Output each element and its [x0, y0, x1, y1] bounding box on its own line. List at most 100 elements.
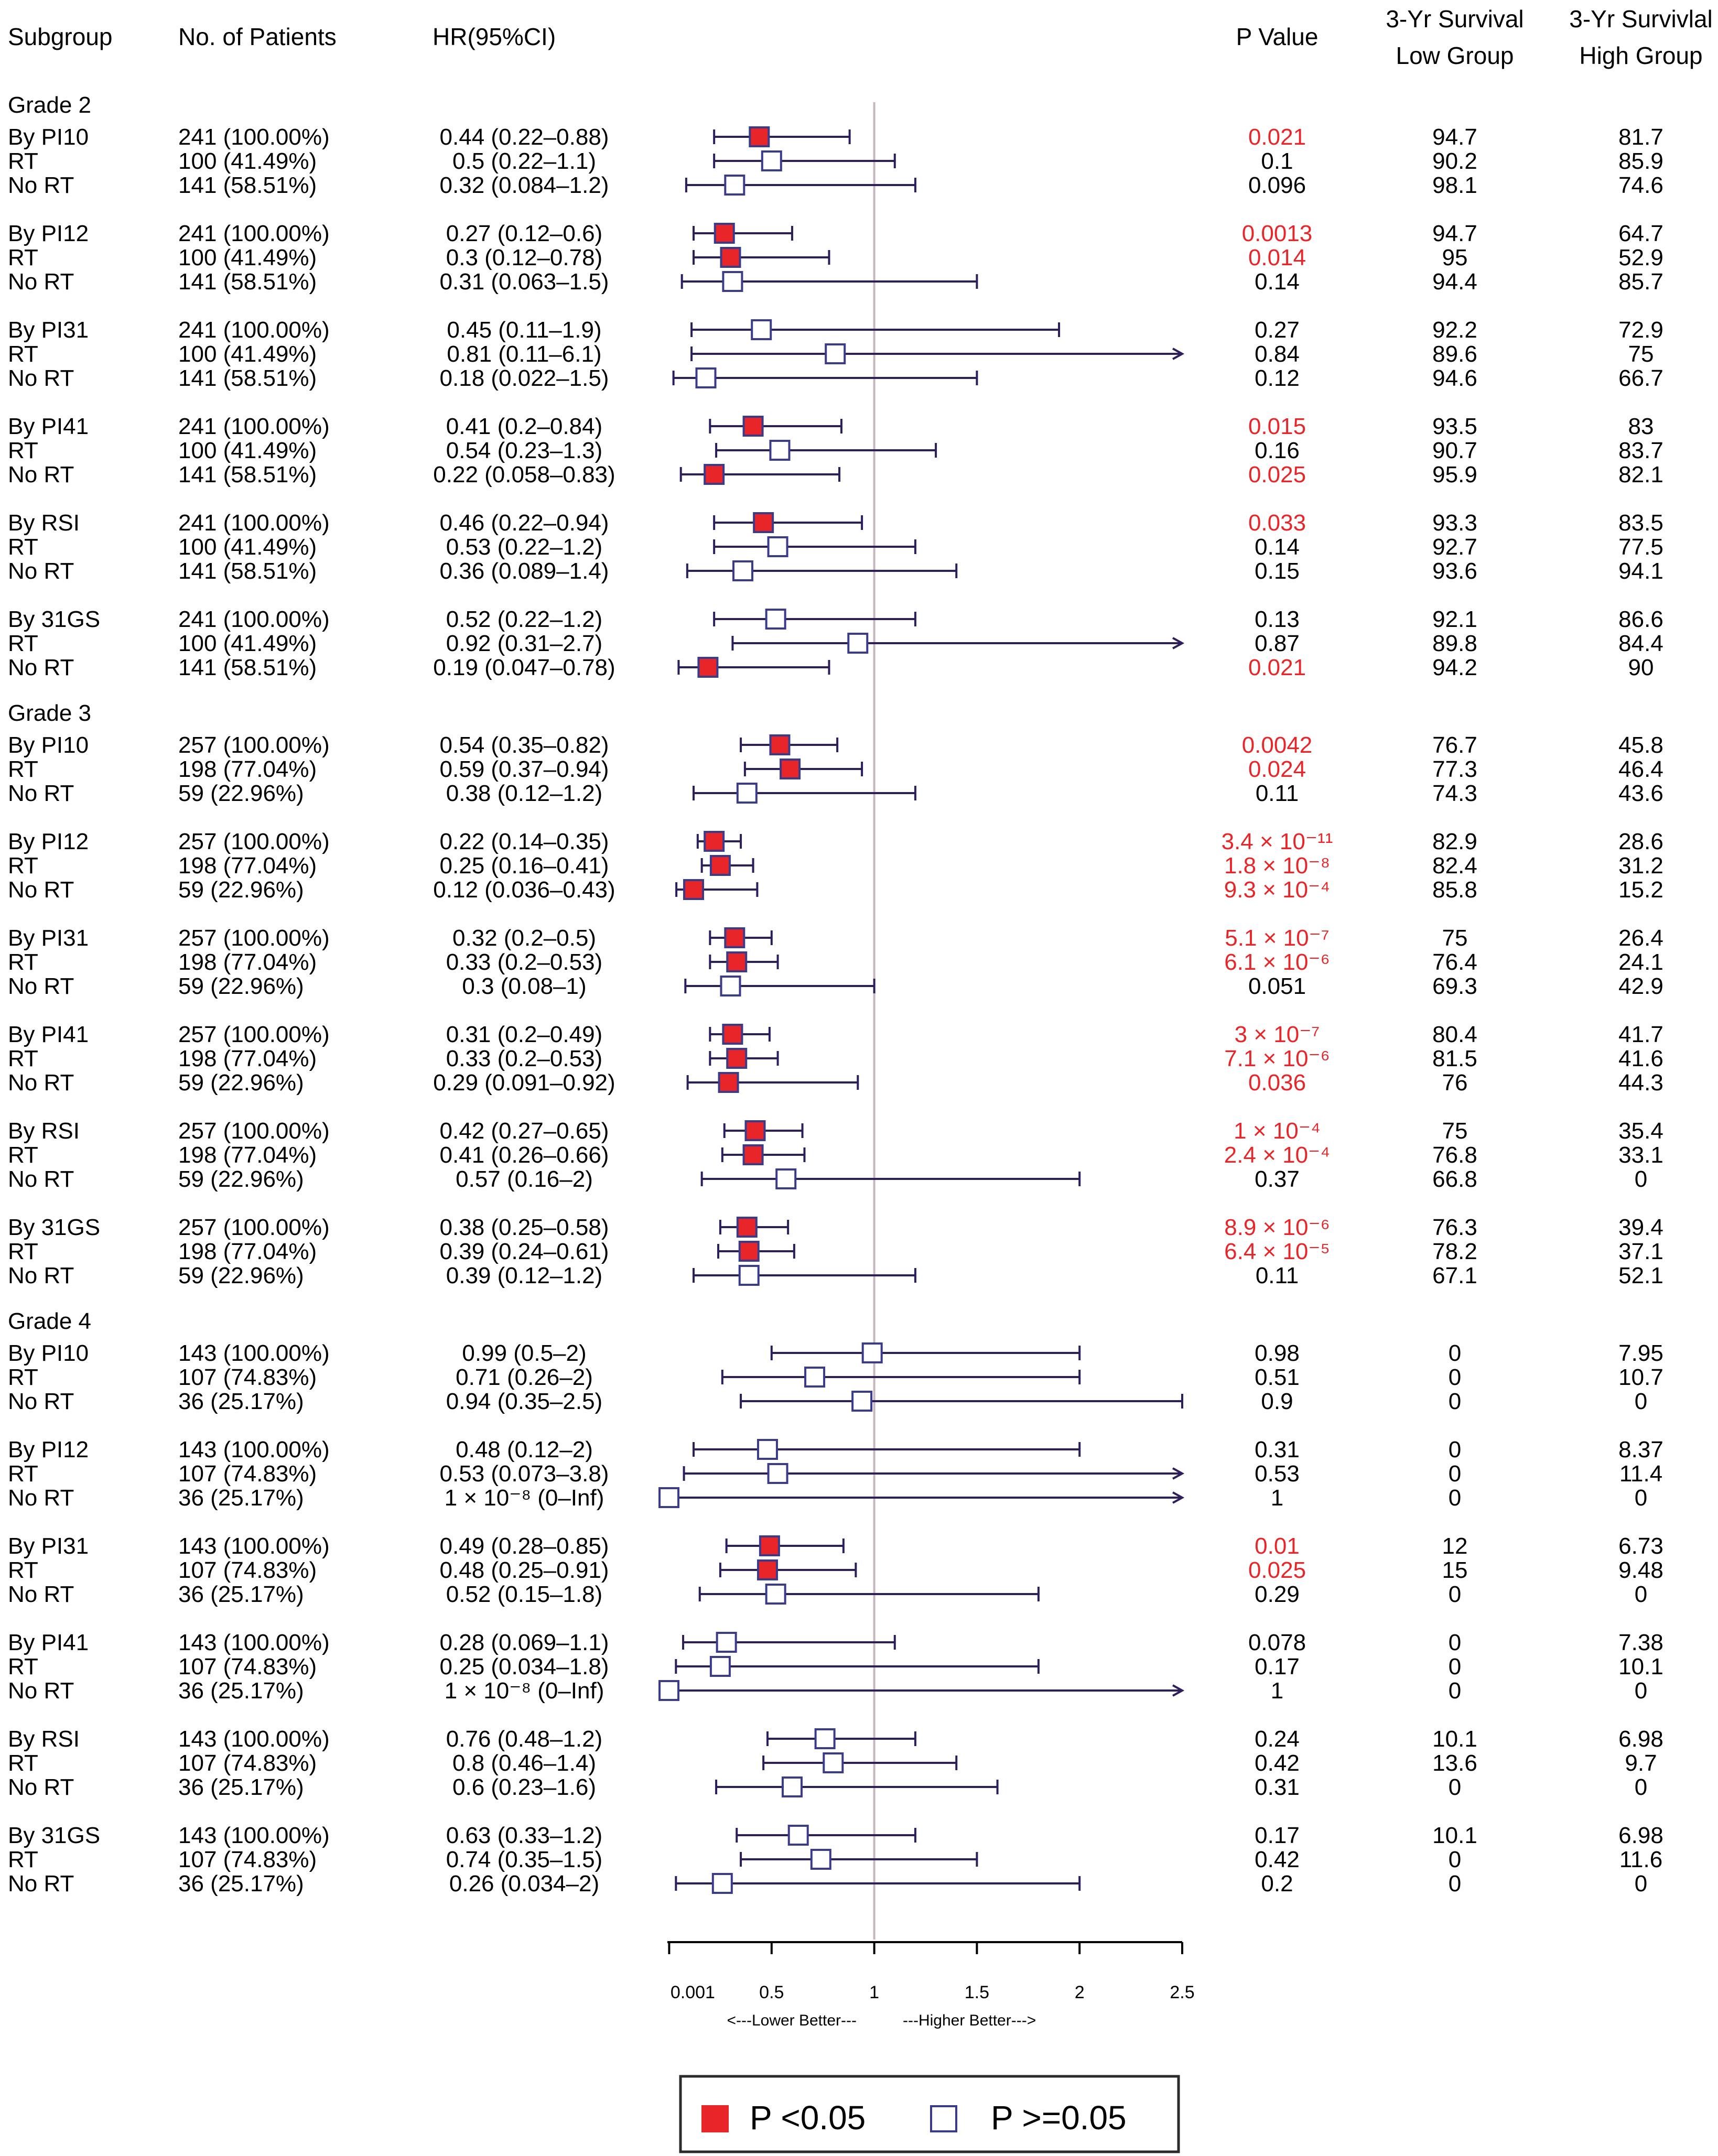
survival-high: 0	[1635, 1774, 1647, 1800]
survival-high: 84.4	[1618, 631, 1663, 656]
survival-high: 8.37	[1618, 1437, 1663, 1462]
legend-nonsignificant-label: P >=0.05	[991, 2099, 1127, 2137]
patient-count: 100 (41.49%)	[178, 148, 317, 174]
hr-ci-text: 0.36 (0.089–1.4)	[440, 558, 609, 584]
row-label: By PI12	[8, 829, 89, 854]
hr-ci-text: 0.28 (0.069–1.1)	[440, 1630, 609, 1655]
row-label: No RT	[8, 365, 74, 391]
p-value: 3 × 10⁻⁷	[1235, 1022, 1320, 1047]
patient-count: 198 (77.04%)	[178, 756, 317, 782]
patient-count: 257 (100.00%)	[178, 829, 330, 854]
row-label: RT	[8, 1461, 38, 1487]
header-low-line2: Low Group	[1396, 42, 1514, 69]
patient-count: 241 (100.00%)	[178, 124, 330, 150]
row-label: RT	[8, 1847, 38, 1872]
p-value: 0.0013	[1242, 221, 1313, 246]
hr-ci-text: 0.81 (0.11–6.1)	[447, 341, 601, 367]
p-value: 1 × 10⁻⁴	[1234, 1118, 1321, 1144]
survival-high: 46.4	[1618, 756, 1663, 782]
patient-count: 257 (100.00%)	[178, 732, 330, 758]
survival-high: 83	[1628, 414, 1654, 439]
row-label: No RT	[8, 558, 74, 584]
survival-low: 94.6	[1432, 365, 1477, 391]
axis-label-higher-better: ---Higher Better--->	[903, 2012, 1036, 2029]
hr-marker-significant	[742, 1144, 764, 1165]
survival-high: 6.98	[1618, 1823, 1663, 1848]
row-label: RT	[8, 438, 38, 463]
row-label: By PI12	[8, 1437, 89, 1462]
hr-ci-text: 0.38 (0.25–0.58)	[440, 1215, 609, 1240]
p-value: 0.11	[1256, 1263, 1299, 1288]
survival-low: 69.3	[1432, 973, 1477, 999]
group-title: Grade 2	[8, 92, 91, 118]
survival-high: 28.6	[1618, 829, 1663, 854]
patient-count: 143 (100.00%)	[178, 1630, 330, 1655]
p-value: 0.024	[1248, 756, 1306, 782]
legend-significant-label: P <0.05	[750, 2099, 866, 2137]
row-label: RT	[8, 148, 38, 174]
p-value: 0.036	[1248, 1070, 1306, 1096]
survival-high: 0	[1635, 1581, 1647, 1607]
hr-ci-text: 0.12 (0.036–0.43)	[433, 877, 615, 903]
legend-nonsignificant-marker	[930, 2105, 957, 2132]
p-value: 0.98	[1255, 1340, 1300, 1366]
hr-ci-text: 0.52 (0.15–1.8)	[446, 1581, 602, 1607]
row-label: RT	[8, 1654, 38, 1680]
hr-marker-nonsignificant	[787, 1825, 809, 1846]
patient-count: 241 (100.00%)	[178, 221, 330, 246]
hr-ci-text: 0.53 (0.22–1.2)	[446, 534, 602, 560]
row-label: By PI10	[8, 732, 89, 758]
patient-count: 107 (74.83%)	[178, 1750, 317, 1776]
patient-count: 100 (41.49%)	[178, 341, 317, 367]
survival-low: 90.7	[1432, 438, 1477, 463]
p-value: 0.2	[1261, 1871, 1293, 1897]
survival-low: 82.4	[1432, 853, 1477, 879]
survival-high: 52.9	[1618, 245, 1663, 270]
hr-marker-significant	[722, 1024, 743, 1045]
patient-count: 198 (77.04%)	[178, 1239, 317, 1264]
survival-high: 41.6	[1618, 1046, 1663, 1071]
ci-arrow	[1172, 637, 1185, 649]
hr-marker-nonsignificant	[738, 1265, 760, 1286]
p-value: 2.4 × 10⁻⁴	[1224, 1142, 1330, 1168]
survival-low: 0	[1449, 1630, 1461, 1655]
hr-marker-significant	[736, 1217, 758, 1238]
header-patients: No. of Patients	[178, 23, 337, 50]
row-label: RT	[8, 631, 38, 656]
survival-low: 89.6	[1432, 341, 1477, 367]
patient-count: 100 (41.49%)	[178, 245, 317, 270]
patient-count: 141 (58.51%)	[178, 269, 317, 295]
hr-marker-significant	[718, 1072, 739, 1093]
survival-high: 43.6	[1618, 781, 1663, 806]
p-value: 0.025	[1248, 1557, 1306, 1583]
p-value: 0.29	[1255, 1581, 1300, 1607]
survival-low: 76.8	[1432, 1142, 1477, 1168]
patient-count: 36 (25.17%)	[178, 1871, 304, 1897]
survival-low: 94.7	[1432, 221, 1477, 246]
row-label: RT	[8, 1239, 38, 1264]
p-value: 6.1 × 10⁻⁶	[1224, 949, 1330, 975]
survival-high: 10.7	[1618, 1364, 1663, 1390]
hr-marker-significant	[757, 1559, 778, 1580]
row-label: No RT	[8, 1774, 74, 1800]
survival-high: 7.95	[1618, 1340, 1663, 1366]
survival-low: 67.1	[1432, 1263, 1477, 1288]
hr-marker-significant	[769, 734, 791, 755]
survival-low: 76.4	[1432, 949, 1477, 975]
row-label: No RT	[8, 1581, 74, 1607]
survival-low: 0	[1449, 1340, 1461, 1366]
row-label: By PI10	[8, 124, 89, 150]
hr-marker-nonsignificant	[761, 150, 782, 171]
p-value: 0.033	[1248, 510, 1306, 536]
row-label: No RT	[8, 1263, 74, 1288]
hr-marker-nonsignificant	[709, 1656, 731, 1677]
hr-marker-significant	[742, 416, 764, 437]
survival-high: 45.8	[1618, 732, 1663, 758]
ci-arrow	[1172, 348, 1185, 360]
patient-count: 107 (74.83%)	[178, 1654, 317, 1680]
survival-high: 0	[1635, 1166, 1647, 1192]
p-value: 0.16	[1255, 438, 1300, 463]
patient-count: 141 (58.51%)	[178, 172, 317, 198]
hr-ci-text: 0.31 (0.063–1.5)	[440, 269, 609, 295]
row-label: No RT	[8, 877, 74, 903]
